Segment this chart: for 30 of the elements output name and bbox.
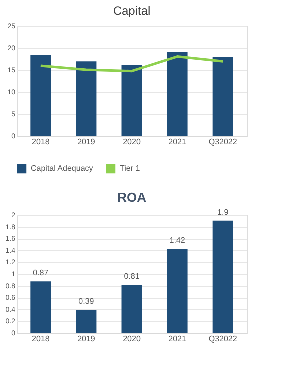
x-tick-label: 2021 bbox=[168, 138, 187, 146]
bar bbox=[30, 55, 52, 136]
legend-label: Capital Adequacy bbox=[31, 164, 94, 174]
bar bbox=[167, 249, 188, 333]
legend-label: Tier 1 bbox=[120, 164, 141, 174]
bar bbox=[76, 62, 97, 136]
x-tick-label: 2019 bbox=[78, 138, 96, 146]
x-tick-label: 2021 bbox=[168, 334, 187, 344]
x-tick-label: Q32022 bbox=[208, 334, 238, 344]
data-label: 1.42 bbox=[170, 236, 186, 246]
x-tick-label: 2019 bbox=[78, 334, 96, 344]
chart-title: Capital bbox=[113, 4, 151, 18]
x-tick-label: 2018 bbox=[32, 334, 50, 344]
bar bbox=[122, 285, 142, 333]
bar bbox=[212, 57, 234, 136]
bar bbox=[212, 220, 234, 333]
x-tick-label: Q32022 bbox=[208, 138, 238, 146]
data-label: 0.87 bbox=[33, 268, 50, 278]
chart-title: ROA bbox=[118, 190, 148, 205]
data-label: 0.39 bbox=[78, 296, 95, 306]
x-tick-label: 2020 bbox=[123, 334, 142, 344]
x-tick-label: 2020 bbox=[123, 138, 142, 146]
bar bbox=[122, 65, 142, 136]
data-label: 1.9 bbox=[218, 208, 230, 217]
bar bbox=[76, 310, 97, 333]
line-series bbox=[40, 56, 224, 73]
bar bbox=[167, 52, 188, 136]
bar bbox=[30, 282, 52, 333]
data-label: 0.81 bbox=[124, 272, 140, 282]
x-tick-label: 2018 bbox=[32, 138, 50, 146]
